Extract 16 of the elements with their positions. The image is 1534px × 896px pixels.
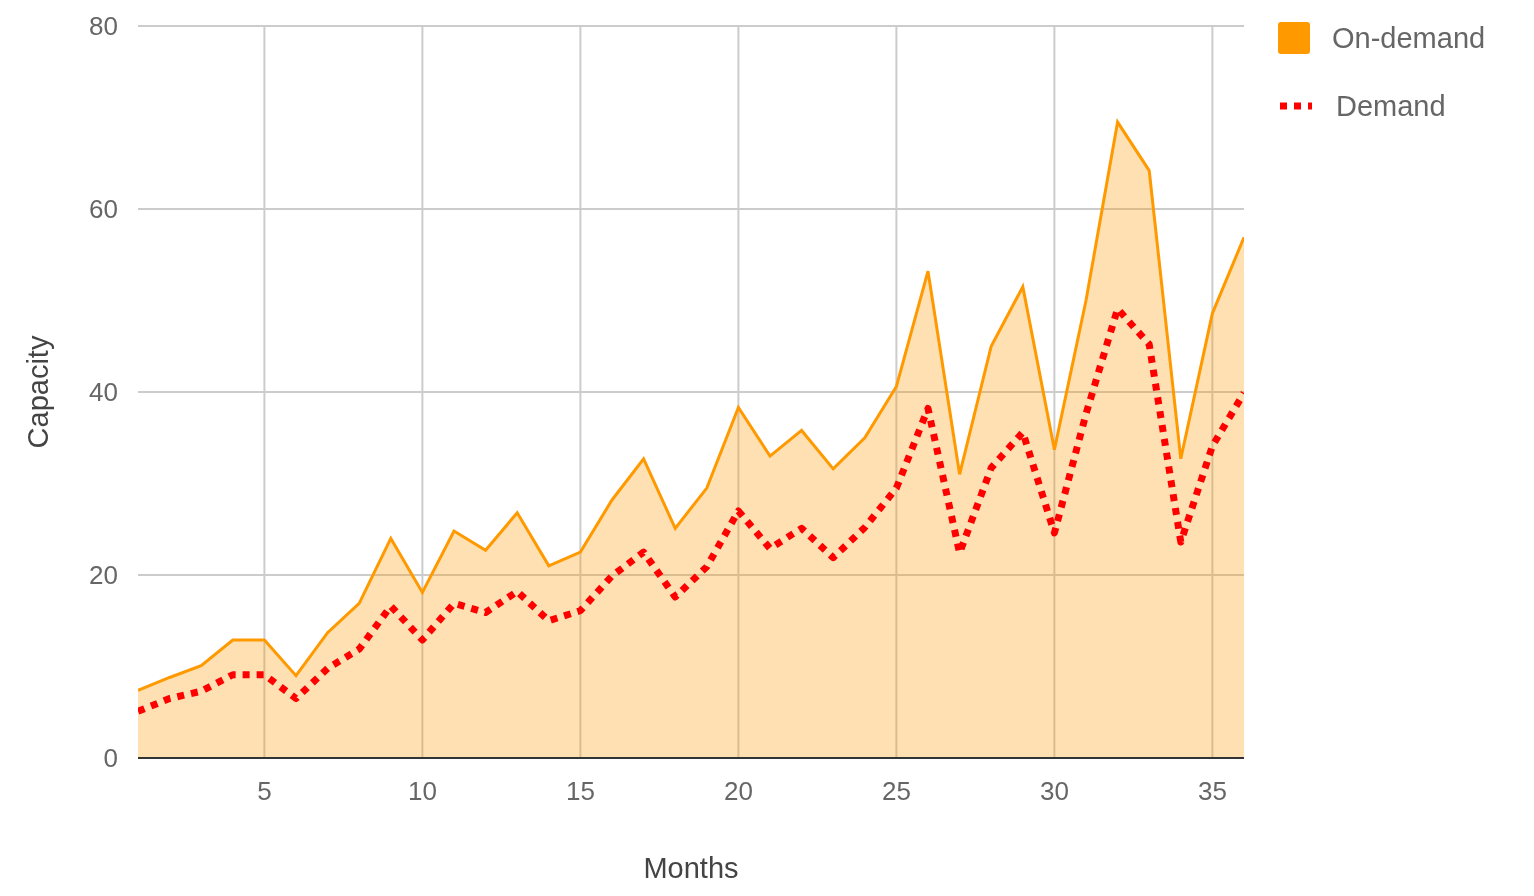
x-tick-label: 25 bbox=[881, 776, 911, 807]
y-axis-title: Capacity bbox=[22, 335, 55, 449]
y-tick-label: 80 bbox=[89, 11, 118, 42]
x-tick-label: 35 bbox=[1197, 776, 1227, 807]
x-tick-label: 30 bbox=[1039, 776, 1069, 807]
x-tick-label: 20 bbox=[723, 776, 753, 807]
x-tick-label: 10 bbox=[407, 776, 437, 807]
legend-label: Demand bbox=[1336, 89, 1446, 123]
legend-label: On-demand bbox=[1332, 21, 1486, 55]
y-tick-label: 60 bbox=[89, 194, 118, 225]
y-tick-label: 40 bbox=[89, 377, 118, 408]
x-tick-label: 5 bbox=[257, 776, 272, 807]
y-tick-label: 0 bbox=[103, 743, 118, 774]
x-axis-title: Months bbox=[643, 852, 739, 884]
x-tick-label: 15 bbox=[565, 776, 595, 807]
y-tick-label: 20 bbox=[89, 560, 118, 591]
